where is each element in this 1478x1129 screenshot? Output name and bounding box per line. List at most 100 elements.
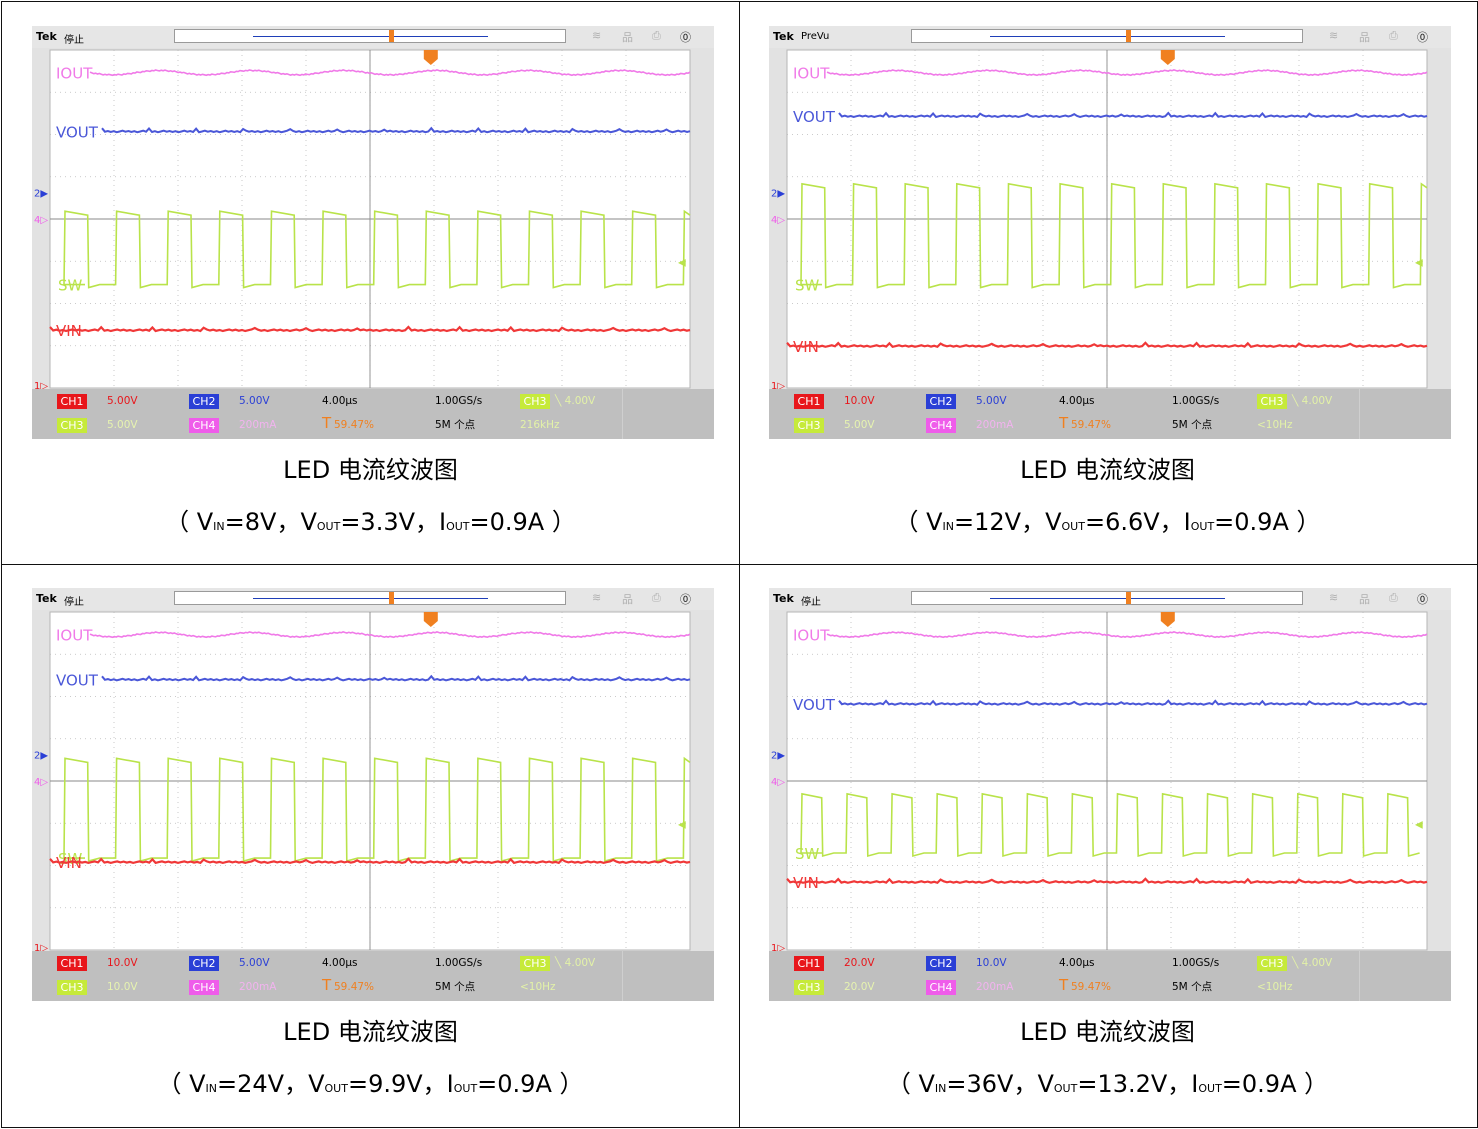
trace-vout [838,111,1428,119]
vout-value: 3.3V [360,508,416,536]
oscilloscope-screen: Tek 停止 ≋ 品 ⎙ ⓪ IOUT VOUT SW VIN 1▷ 2▶ 4▷ ◀ CH1 … [769,588,1451,1001]
trace-label-vout: VOUT [56,123,99,141]
timebase: 4.00µs [322,957,358,969]
save-icon: ⎙ [652,591,661,604]
status-icons: ≋ 品 ⎙ ⓪ [592,591,710,607]
record-view-bar [174,29,566,43]
trace-label-sw: SW [58,850,83,868]
ch3-badge: CH3 [794,980,824,995]
trigger-level-arrow: ◀ [678,257,686,268]
trace-label-iout: IOUT [793,627,830,645]
wifi-icon: ≋ [592,591,602,604]
trace-label-sw: SW [795,277,820,295]
ch3-scale: 20.0V [844,981,875,993]
trace-label-vin: VIN [56,854,82,872]
readout-separator [622,951,623,1001]
ch4-badge: CH4 [926,980,956,995]
vin-value: 8V [244,508,277,536]
trace-vin [786,341,1428,349]
acquisition-mode: 停止 [64,597,84,608]
ch3-scale: 5.00V [107,419,138,431]
ch1-ground-marker: 1▷ [771,943,785,951]
trace-sw [63,756,691,863]
waveform-plot: IOUT VOUT SW VIN 1▷ 2▶ 4▷ ◀ [32,48,714,389]
readout-separator [1359,389,1360,439]
trigger-level: ╲ 4.00V [1292,394,1332,409]
trace-label-vout: VOUT [56,672,99,690]
record-length: 5M 个点 [435,981,476,993]
ch2-ground-marker: 2▶ [34,189,48,200]
trigger-level-arrow: ◀ [1415,257,1423,268]
scope-panel-2: Tek PreVu ≋ 品 ⎙ ⓪ IOUT VOUT SW VIN 1▷ 2▶ 4▷ ◀ C… [739,1,1478,565]
trigger-slope-icon: ╲ [555,957,565,969]
scope-panel-1: Tek 停止 ≋ 品 ⎙ ⓪ IOUT VOUT SW VIN 1▷ 2▶ 4▷ ◀ CH1 … [1,1,740,565]
trace-sw [800,792,1420,858]
scope-panel-3: Tek 停止 ≋ 品 ⎙ ⓪ IOUT VOUT SW VIN 1▷ 2▶ 4▷ ◀ CH1 … [1,564,740,1128]
trigger-t-icon: T [322,414,332,432]
trigger-source-badge: CH3 [520,956,550,971]
trigger-slope-icon: ╲ [1292,395,1302,407]
record-window-line [253,36,488,37]
ch1-badge: CH1 [57,956,87,971]
trace-label-vout: VOUT [793,108,836,126]
record-window-line [990,36,1225,37]
ch1-badge: CH1 [57,394,87,409]
record-length: 5M 个点 [1172,419,1213,431]
trace-label-vin: VIN [793,338,819,356]
ch2-scale: 5.00V [239,957,270,969]
iout-value: 0.9A [1241,1070,1297,1098]
ch2-ground-marker: 2▶ [771,751,785,762]
trigger-level-value: 4.00V [564,395,596,407]
trigger-frequency: <10Hz [1257,981,1293,993]
ch1-scale: 5.00V [107,395,138,407]
ch1-ground-marker: 1▷ [34,381,48,389]
scope-top-bar: Tek PreVu ≋ 品 ⎙ ⓪ [769,26,1451,48]
ch2-badge: CH2 [926,394,956,409]
figure-caption-conditions: （ VIN=12V，VOUT=6.6V，IOUT=0.9A ） [894,508,1321,536]
ch1-scale: 10.0V [107,957,138,969]
trace-iout [826,631,1428,639]
trace-label-vin: VIN [793,874,819,892]
trace-vin [49,325,691,333]
trigger-frequency: <10Hz [1257,419,1293,431]
record-length: 5M 个点 [435,419,476,431]
timebase: 4.00µs [1059,395,1095,407]
trigger-source-badge: CH3 [520,394,550,409]
trigger-marker [423,612,438,627]
trigger-slope-icon: ╲ [555,395,565,407]
figure-caption-title: LED 电流纹波图 [283,1018,458,1046]
iout-value: 0.9A [497,1070,552,1098]
network-icon: 品 [1359,31,1370,44]
vin-value: 12V [974,508,1022,536]
ch4-ground-marker: 4▷ [34,777,48,788]
ch1-badge: CH1 [794,956,824,971]
ch4-scale: 200mA [976,981,1014,993]
help-icon: ⓪ [1417,31,1428,44]
scope-panel-4: Tek 停止 ≋ 品 ⎙ ⓪ IOUT VOUT SW VIN 1▷ 2▶ 4▷ ◀ CH1 … [739,564,1478,1128]
figure-caption-title: LED 电流纹波图 [1020,1018,1195,1046]
ch4-badge: CH4 [189,418,219,433]
acquisition-mode: 停止 [64,35,84,46]
trace-vout [838,699,1428,706]
figure-caption-title: LED 电流纹波图 [1020,456,1195,484]
trigger-source-badge: CH3 [1257,956,1287,971]
trigger-frequency: <10Hz [520,981,556,993]
wifi-icon: ≋ [592,29,602,42]
help-icon: ⓪ [680,593,691,606]
trigger-position: 59.47% [1071,981,1112,993]
trace-label-vin: VIN [56,322,82,340]
scope-readout-bar: CH1 10.0V CH2 5.00V 4.00µs 1.00GS/s CH3 … [32,951,714,1001]
waveform-plot: IOUT VOUT SW VIN 1▷ 2▶ 4▷ ◀ [769,610,1451,951]
ch4-ground-marker: 4▷ [34,215,48,226]
ch1-ground-marker: 1▷ [771,381,785,389]
oscilloscope-screen: Tek 停止 ≋ 品 ⎙ ⓪ IOUT VOUT SW VIN 1▷ 2▶ 4▷ ◀ CH1 … [32,588,714,1001]
trace-vout [101,126,691,134]
trigger-level-value: 4.00V [1301,957,1333,969]
save-icon: ⎙ [1389,29,1398,42]
record-window-line [990,598,1225,599]
sample-rate: 1.00GS/s [435,957,483,969]
ch2-badge: CH2 [926,956,956,971]
graticule-grid [50,612,690,950]
trigger-source-badge: CH3 [1257,394,1287,409]
